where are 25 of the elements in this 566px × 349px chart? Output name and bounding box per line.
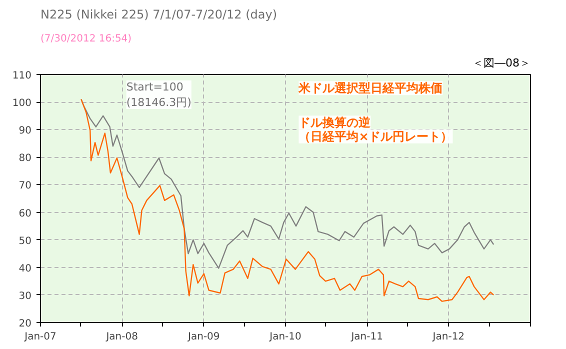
y-tick-label: 50 [18,236,32,247]
x-tick-label: Jan-07 [24,332,56,342]
text: 米ドル選択型日経平均株価 [298,81,443,96]
y-tick-label: 60 [18,208,32,220]
annotation: （日経平均×ドル円レート） [298,129,453,144]
x-tick-label: Jan-11 [350,332,383,342]
y-tick-label: 40 [18,263,32,274]
y-tick-label: 90 [18,126,32,137]
annotation: ドル換算の逆 [298,116,371,130]
text: ＜図―08＞ [472,56,531,70]
y-tick-label: 80 [18,153,32,164]
y-tick-label: 100 [12,98,32,110]
x-tick-label: Jan-12 [432,332,465,342]
text: (7/30/2012 16:54) [40,34,132,44]
line-series [80,98,494,269]
x-tick-label: Jan-08 [105,332,138,342]
y-tick-label: 70 [18,180,32,192]
y-tick-label: 110 [12,70,32,82]
y-tick-label: 20 [18,318,32,330]
x-tick-label: Jan-10 [268,332,302,342]
y-tick-label: 30 [18,290,32,302]
line-series [80,98,494,302]
chart-title: N225 (Nikkei 225) 7/1/07-7/20/12 (day) [40,8,278,22]
x-tick-label: Jan-09 [187,332,220,342]
annotation: Start=100 (18146.3円) [126,80,192,109]
